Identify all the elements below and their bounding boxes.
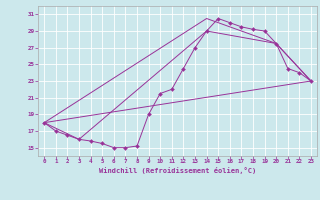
X-axis label: Windchill (Refroidissement éolien,°C): Windchill (Refroidissement éolien,°C) [99, 167, 256, 174]
